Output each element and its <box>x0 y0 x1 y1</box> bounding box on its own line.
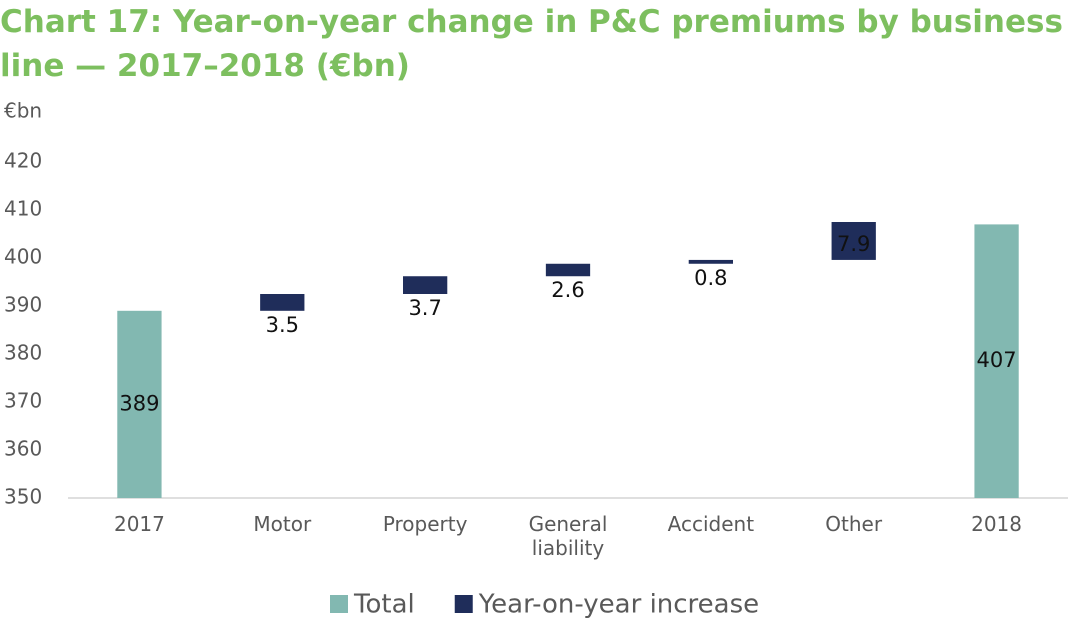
data-label: 3.7 <box>408 296 441 320</box>
x-label-box: Property <box>382 512 468 536</box>
y-tick-label: 410 <box>4 197 42 221</box>
x-label-box: Other <box>825 512 883 536</box>
data-label: 7.9 <box>837 232 870 256</box>
x-tick-label: Property <box>382 512 468 536</box>
data-label: 2.6 <box>551 278 584 302</box>
chart-title: Chart 17: Year-on-year change in P&C pre… <box>0 4 1063 84</box>
x-tick-label: 2017 <box>113 512 165 536</box>
bar <box>117 310 162 498</box>
data-label: 407 <box>977 348 1017 372</box>
x-label-box: Accident <box>667 512 755 536</box>
y-tick-label: 420 <box>4 149 42 173</box>
y-tick-label: 390 <box>4 293 42 317</box>
x-tick-label: Motor <box>253 512 312 536</box>
y-axis-label: €bn <box>4 99 42 123</box>
data-label: 389 <box>119 391 159 415</box>
y-tick-label: 370 <box>4 389 42 413</box>
legend-label: Total <box>353 590 415 620</box>
x-tick-label: General liability <box>528 512 608 560</box>
x-label-box: 2018 <box>971 512 1023 536</box>
y-tick-label: 360 <box>4 437 42 461</box>
data-label: 3.5 <box>266 313 299 337</box>
bar <box>688 259 733 264</box>
legend: Total Year-on-year increase <box>330 590 759 620</box>
y-tick-label: 350 <box>4 485 42 509</box>
legend-label: Year-on-year increase <box>478 590 759 620</box>
data-label: 0.8 <box>694 266 727 290</box>
bar <box>403 276 448 294</box>
x-tick-label: Other <box>825 512 883 536</box>
x-label-box: Motor <box>253 512 312 536</box>
x-label-box: 2017 <box>113 512 165 536</box>
legend-swatch <box>454 595 473 613</box>
bar <box>974 224 1019 498</box>
legend-swatch <box>330 595 348 613</box>
x-label-box: General liability <box>528 512 608 560</box>
bar <box>831 222 876 260</box>
bar <box>545 263 591 277</box>
x-tick-label: 2018 <box>971 512 1023 536</box>
x-tick-label: Accident <box>667 512 755 536</box>
bar <box>260 294 305 311</box>
y-tick-label: 400 <box>4 245 42 269</box>
y-tick-label: 380 <box>4 341 42 365</box>
